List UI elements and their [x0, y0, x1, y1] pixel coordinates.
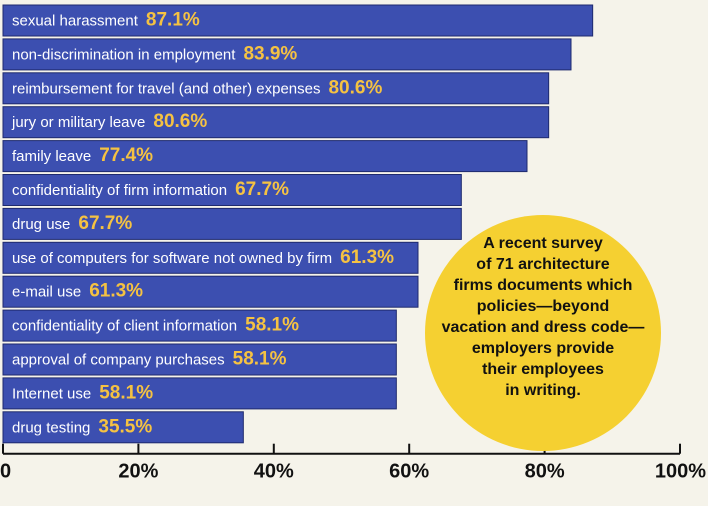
bar-text: jury or military leave 80.6% — [11, 111, 207, 132]
bar — [2, 309, 397, 342]
bar-text: family leave 77.4% — [12, 145, 153, 166]
bar-value-label: 58.1% — [99, 382, 153, 403]
callout-text-line: in writing. — [505, 382, 581, 399]
bar-category-label: e-mail use — [12, 284, 81, 301]
bar-value-label: 58.1% — [233, 349, 287, 370]
bar-text: confidentiality of client information 58.… — [12, 315, 299, 336]
bar-value-label: 61.3% — [89, 281, 143, 302]
x-tick-label: 0 — [0, 461, 11, 483]
callout-text-line: of 71 architecture — [476, 256, 609, 273]
x-tick-label: 100% — [655, 461, 706, 483]
x-tick-label: 80% — [525, 461, 565, 483]
bar-category-label: non-discrimination in employment — [12, 46, 236, 63]
x-axis: 0 20% 40% 60% 80% 100% — [0, 443, 706, 483]
bar-category-label: approval of company purchases — [12, 352, 225, 369]
bars-group: sexual harassment 87.1% non-discrimination… — [2, 4, 594, 444]
callout-text-line: firms documents which — [454, 277, 633, 294]
bar-text: drug use 67.7% — [12, 213, 132, 234]
bar-category-label: family leave — [12, 148, 91, 165]
bar-value-label: 61.3% — [340, 247, 394, 268]
callout-text-line: employers provide — [472, 340, 614, 357]
bar-text: use of computers for software not owned … — [12, 247, 394, 268]
bar-category-label: jury or military leave — [11, 114, 145, 131]
bar — [2, 140, 528, 173]
callout-text-line: A recent survey — [483, 235, 603, 252]
bar-value-label: 83.9% — [243, 43, 297, 64]
bar — [2, 275, 419, 308]
bar — [2, 38, 572, 71]
bar — [2, 174, 462, 206]
bar-category-label: drug testing — [12, 419, 90, 436]
bar — [2, 411, 244, 444]
x-tick-label: 40% — [254, 461, 294, 483]
bar-text: confidentiality of firm information 67.7% — [12, 179, 289, 200]
survey-callout: A recent survey of 71 architecture firms d… — [425, 215, 661, 451]
bar — [2, 106, 550, 139]
bar-text: Internet use 58.1% — [12, 382, 153, 403]
bar-category-label: sexual harassment — [12, 13, 139, 30]
bar — [2, 241, 419, 274]
bar-category-label: confidentiality of firm information — [12, 182, 227, 199]
bar-value-label: 87.1% — [146, 10, 200, 31]
bar-text: sexual harassment 87.1% — [12, 10, 200, 31]
bar — [2, 72, 550, 105]
bar-value-label: 58.1% — [245, 315, 299, 336]
callout-text-line: their employees — [482, 361, 604, 378]
bar-text: approval of company purchases 58.1% — [12, 349, 287, 370]
bar-category-label: confidentiality of client information — [12, 318, 237, 335]
bar-value-label: 77.4% — [99, 145, 153, 166]
x-tick-label: 60% — [389, 461, 429, 483]
bar-category-label: drug use — [12, 216, 70, 233]
bar-text: drug testing 35.5% — [12, 416, 152, 437]
bar-text: non-discrimination in employment 83.9% — [12, 43, 297, 64]
bar-text: e-mail use 61.3% — [12, 281, 143, 302]
bar-category-label: Internet use — [12, 385, 91, 402]
bar-value-label: 35.5% — [98, 416, 152, 437]
bar-value-label: 80.6% — [153, 111, 207, 132]
bar-category-label: reimbursement for travel (and other) exp… — [12, 80, 320, 97]
bar — [2, 4, 594, 37]
callout-text-line: policies—beyond — [477, 298, 609, 315]
callout-circle — [425, 215, 661, 451]
callout-text-line: vacation and dress code— — [442, 319, 645, 336]
bar — [2, 377, 397, 410]
bar-text: reimbursement for travel (and other) exp… — [12, 77, 382, 98]
bar — [2, 343, 397, 376]
bar-value-label: 67.7% — [78, 213, 132, 234]
bar — [2, 207, 462, 240]
bar-value-label: 67.7% — [235, 179, 289, 200]
bar-value-label: 80.6% — [328, 77, 382, 98]
bar-category-label: use of computers for software not owned … — [12, 250, 332, 267]
x-tick-label: 20% — [118, 461, 158, 483]
